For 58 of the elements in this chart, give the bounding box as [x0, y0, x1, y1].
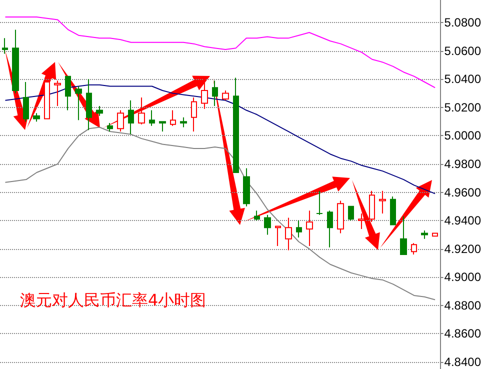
- candlestick: [369, 190, 375, 222]
- line-series: [4, 84, 436, 194]
- candlestick: [107, 122, 113, 132]
- candlestick: [379, 190, 386, 214]
- y-tick-label: 4.8800: [444, 298, 482, 312]
- candlestick: [316, 190, 323, 216]
- candlestick: [264, 214, 271, 236]
- candlestick: [222, 90, 229, 101]
- candlestick: [233, 77, 239, 173]
- candlestick: [285, 217, 292, 251]
- candlestick: [2, 38, 8, 54]
- candlestick: [254, 210, 260, 222]
- y-tick-label: 4.8600: [444, 326, 482, 341]
- candlestick: [275, 226, 281, 246]
- candlestick: [44, 80, 50, 120]
- y-tick-label: 5.0000: [444, 128, 482, 143]
- candlestick: [86, 78, 92, 131]
- y-tick-label: 5.0200: [444, 100, 482, 114]
- candlestick: [65, 76, 71, 111]
- y-tick-label: 4.9800: [444, 157, 482, 171]
- candlestick: [170, 110, 176, 126]
- candlestick: [306, 210, 313, 246]
- candlestick: [411, 242, 417, 255]
- candlestick: [54, 80, 61, 107]
- candlestick: [348, 206, 354, 222]
- candlestick: [390, 196, 396, 226]
- line-series: [4, 16, 436, 88]
- candlestick: [201, 77, 208, 110]
- candlestick: [400, 216, 407, 255]
- candlestick: [117, 110, 124, 132]
- y-tick-label: 5.0400: [444, 72, 482, 86]
- candlestick: [243, 168, 250, 207]
- candlestick: [212, 80, 218, 107]
- candlestick: [75, 86, 82, 121]
- candlestick: [159, 121, 166, 132]
- y-tick-label: 5.0600: [444, 44, 482, 58]
- candlestick: [33, 112, 40, 122]
- candlestick: [421, 230, 428, 240]
- y-tick-label: 4.8400: [444, 354, 482, 369]
- candlestick: [12, 29, 19, 94]
- candlestick: [432, 232, 438, 237]
- text: 澳元对人民币汇率4小时图: [20, 290, 206, 310]
- candlestick: [128, 100, 134, 135]
- candlestick: [337, 200, 344, 234]
- candlestick: [180, 116, 187, 128]
- candlestick: [327, 210, 333, 248]
- candlestick: [149, 110, 155, 126]
- candlestick: [358, 212, 365, 230]
- candlestick: [296, 220, 302, 238]
- y-tick-label: 4.9000: [444, 270, 482, 284]
- candlestick: [23, 82, 29, 122]
- y-tick-label: 4.9400: [444, 214, 482, 228]
- y-tick-label: 4.9600: [444, 185, 482, 200]
- candlestick: [138, 97, 145, 125]
- y-tick-label: 5.0800: [444, 16, 482, 30]
- y-tick-label: 4.9200: [444, 242, 482, 256]
- candlestick: [96, 106, 103, 116]
- candlestick: [191, 97, 197, 132]
